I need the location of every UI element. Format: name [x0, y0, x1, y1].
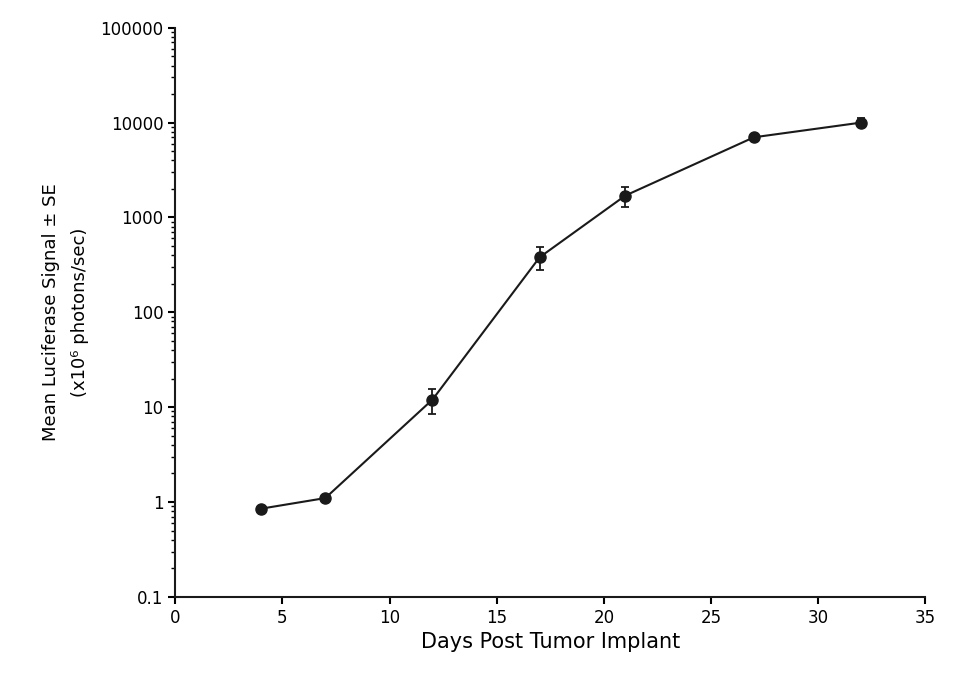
Y-axis label: Mean Luciferase Signal ± SE
(x10⁶ photons/sec): Mean Luciferase Signal ± SE (x10⁶ photon…: [42, 183, 90, 441]
X-axis label: Days Post Tumor Implant: Days Post Tumor Implant: [421, 632, 680, 652]
